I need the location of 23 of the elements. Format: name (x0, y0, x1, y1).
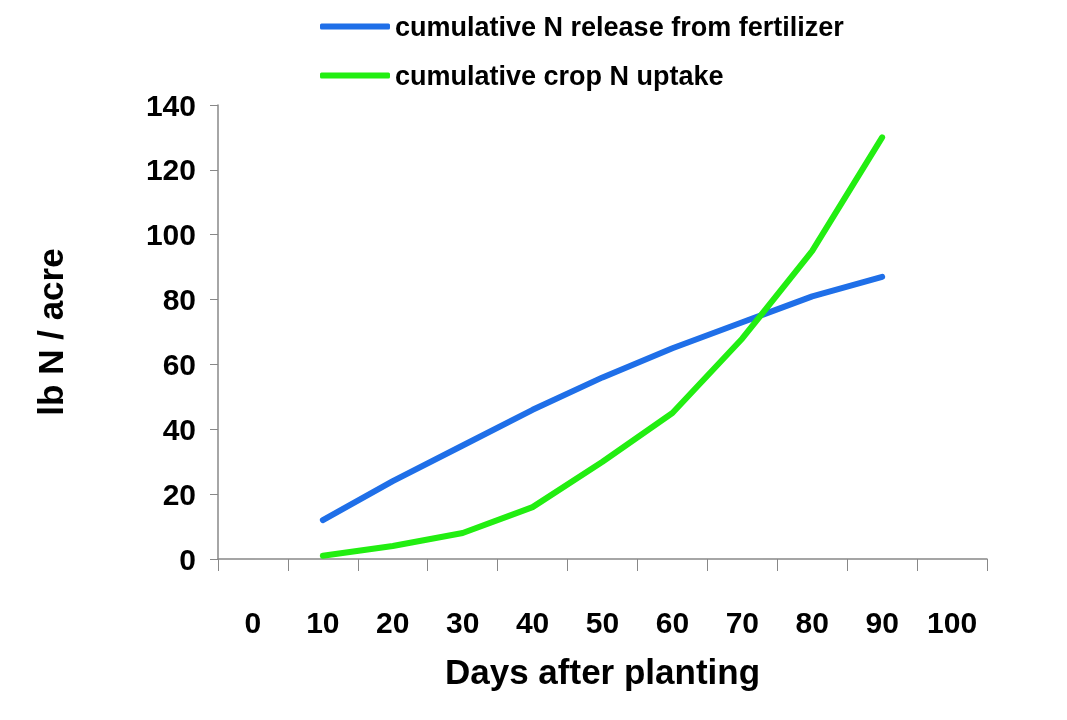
x-tick-label: 10 (306, 605, 340, 639)
x-tick-label: 80 (795, 605, 829, 639)
x-tick-label: 20 (376, 605, 410, 639)
x-tick-label: 40 (515, 605, 550, 639)
legend-label: cumulative crop N uptake (395, 60, 724, 91)
x-tick-label: 50 (585, 605, 620, 639)
x-axis-title: Days after planting (444, 652, 761, 691)
x-tick-label: 30 (445, 605, 480, 639)
x-tick-label: 90 (865, 605, 899, 639)
x-tick-label: 100 (927, 605, 978, 639)
y-tick-label: 0 (179, 542, 196, 576)
y-tick-label: 20 (162, 477, 196, 511)
y-axis-title: lb N / acre (31, 248, 70, 416)
y-tick-label: 80 (162, 283, 196, 317)
x-tick-label: 70 (725, 605, 760, 639)
y-tick-label: 100 (145, 218, 196, 252)
legend-label: cumulative N release from fertilizer (395, 11, 845, 42)
y-tick-label: 120 (145, 153, 196, 187)
x-tick-label: 0 (244, 605, 262, 639)
y-tick-label: 60 (162, 347, 196, 381)
x-tick-label: 60 (655, 605, 690, 639)
y-tick-label: 40 (162, 412, 196, 446)
y-tick-label: 140 (145, 88, 196, 122)
